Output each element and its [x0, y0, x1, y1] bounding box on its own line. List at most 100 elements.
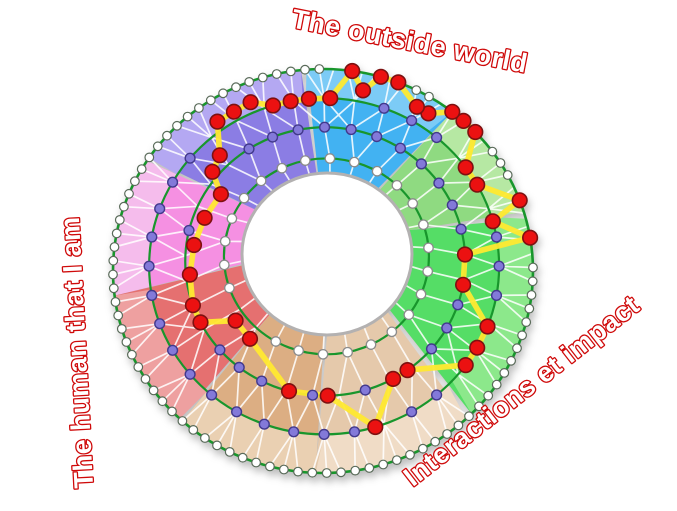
node-ring3[interactable] — [146, 231, 158, 243]
selected-node[interactable] — [185, 236, 203, 254]
selected-node[interactable] — [372, 68, 390, 85]
node-outer[interactable] — [517, 330, 527, 341]
node-inner[interactable] — [238, 192, 250, 204]
node-ring3[interactable] — [431, 131, 443, 144]
node-ring2[interactable] — [359, 384, 371, 396]
node-outer[interactable] — [140, 374, 151, 384]
node-outer[interactable] — [464, 411, 474, 422]
node-outer[interactable] — [527, 276, 538, 287]
selected-node[interactable] — [196, 209, 213, 226]
selected-node[interactable] — [242, 94, 259, 111]
node-outer[interactable] — [491, 379, 502, 390]
node-ring2[interactable] — [433, 177, 445, 189]
node-inner[interactable] — [270, 336, 282, 347]
selected-node[interactable] — [225, 103, 242, 120]
selected-node[interactable] — [484, 213, 501, 230]
selected-node[interactable] — [227, 312, 244, 329]
selected-node[interactable] — [469, 176, 486, 193]
node-outer[interactable] — [265, 461, 275, 472]
selected-node[interactable] — [469, 339, 486, 356]
node-outer[interactable] — [177, 416, 188, 426]
node-ring2[interactable] — [345, 123, 357, 136]
node-ring3[interactable] — [154, 318, 166, 330]
node-ring2[interactable] — [243, 143, 255, 155]
node-outer[interactable] — [144, 152, 155, 163]
selected-node[interactable] — [511, 192, 528, 209]
node-ring3[interactable] — [154, 203, 166, 215]
selected-node[interactable] — [344, 62, 361, 80]
selected-node[interactable] — [457, 159, 474, 176]
node-inner[interactable] — [391, 179, 403, 191]
node-ring2[interactable] — [319, 121, 331, 133]
node-outer[interactable] — [126, 349, 137, 360]
node-ring2[interactable] — [455, 223, 467, 235]
node-inner[interactable] — [255, 175, 267, 187]
node-outer[interactable] — [257, 72, 268, 83]
node-outer[interactable] — [430, 436, 441, 447]
selected-node[interactable] — [264, 97, 282, 114]
selected-node[interactable] — [354, 82, 372, 99]
node-outer[interactable] — [114, 214, 125, 225]
node-outer[interactable] — [109, 242, 120, 252]
node-outer[interactable] — [205, 95, 216, 106]
node-ring3[interactable] — [143, 260, 155, 272]
node-outer[interactable] — [293, 466, 303, 477]
selected-node[interactable] — [456, 246, 474, 263]
node-ring2[interactable] — [183, 224, 195, 237]
node-ring2[interactable] — [371, 131, 383, 143]
node-inner[interactable] — [407, 198, 419, 209]
selected-node[interactable] — [521, 229, 539, 246]
node-outer[interactable] — [378, 459, 389, 470]
node-outer[interactable] — [300, 64, 310, 75]
selected-node[interactable] — [192, 314, 209, 331]
node-outer[interactable] — [506, 355, 517, 366]
node-outer[interactable] — [224, 447, 235, 457]
node-outer[interactable] — [152, 141, 163, 152]
node-ring2[interactable] — [425, 343, 438, 355]
selected-node[interactable] — [385, 370, 402, 388]
node-outer[interactable] — [512, 343, 522, 354]
node-inner[interactable] — [422, 266, 434, 277]
node-outer[interactable] — [182, 111, 193, 122]
node-ring2[interactable] — [441, 322, 453, 334]
node-outer[interactable] — [212, 440, 222, 451]
node-outer[interactable] — [483, 390, 494, 401]
node-inner[interactable] — [371, 165, 383, 177]
node-outer[interactable] — [528, 262, 538, 273]
node-inner[interactable] — [224, 282, 235, 294]
node-ring2[interactable] — [446, 199, 458, 211]
node-outer[interactable] — [442, 429, 453, 439]
node-outer[interactable] — [364, 463, 375, 473]
node-outer[interactable] — [499, 368, 510, 378]
node-outer[interactable] — [148, 385, 159, 396]
node-inner[interactable] — [324, 153, 336, 164]
node-outer[interactable] — [199, 433, 210, 443]
node-outer[interactable] — [251, 457, 262, 468]
node-ring2[interactable] — [394, 142, 407, 154]
node-ring3[interactable] — [184, 368, 196, 380]
node-ring3[interactable] — [406, 114, 418, 127]
node-ring2[interactable] — [307, 389, 319, 401]
node-outer[interactable] — [167, 406, 177, 417]
node-inner[interactable] — [415, 288, 427, 300]
selected-node[interactable] — [390, 74, 407, 91]
node-outer[interactable] — [129, 176, 140, 187]
node-inner[interactable] — [365, 339, 377, 350]
node-ring3[interactable] — [146, 289, 158, 302]
node-inner[interactable] — [342, 346, 353, 358]
node-inner[interactable] — [218, 259, 230, 271]
node-outer[interactable] — [524, 303, 535, 314]
node-ring3[interactable] — [378, 102, 390, 114]
node-outer[interactable] — [521, 317, 532, 328]
selected-node[interactable] — [479, 318, 496, 335]
node-outer[interactable] — [336, 467, 346, 478]
node-outer[interactable] — [244, 76, 255, 87]
node-outer[interactable] — [405, 449, 415, 460]
node-ring2[interactable] — [233, 361, 245, 374]
node-ring2[interactable] — [452, 299, 464, 311]
selected-node[interactable] — [241, 330, 259, 347]
node-outer[interactable] — [424, 91, 434, 102]
node-inner[interactable] — [299, 155, 311, 166]
node-inner[interactable] — [219, 235, 231, 247]
node-outer[interactable] — [108, 283, 119, 294]
